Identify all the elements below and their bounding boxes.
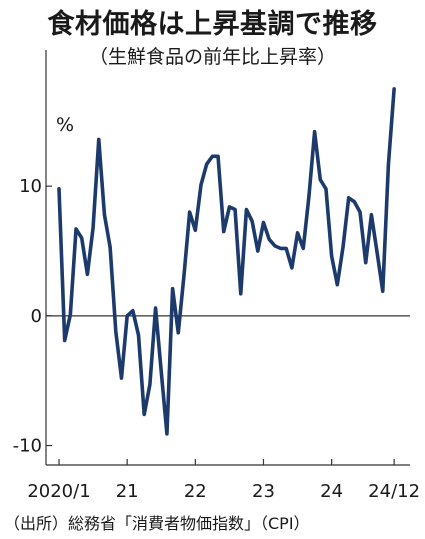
y-axis-tick-labels: 10 0 -10 (13, 176, 42, 456)
x-tick-label: 24/12 (368, 481, 420, 502)
x-tick-label: 22 (184, 481, 207, 502)
source-note: （出所）総務省「消費者物価指数」（CPI） (4, 514, 310, 533)
x-tick-label: 23 (252, 481, 275, 502)
x-tick-label: 21 (116, 481, 139, 502)
y-tick-label: 0 (31, 306, 42, 327)
series-line (57, 87, 396, 436)
series-group (57, 87, 396, 436)
axes (45, 50, 410, 466)
chart-title: 食材価格は上昇基調で推移 (47, 9, 378, 40)
y-tick-label: 10 (19, 176, 42, 197)
chart-subtitle: （生鮮食品の前年比上昇率） (88, 46, 336, 68)
y-unit-label: % (56, 114, 75, 136)
y-tick-label: -10 (13, 436, 42, 457)
x-axis-tick-labels: 2020/1 21 22 23 24 24/12 (27, 481, 420, 502)
x-tick-label: 24 (320, 481, 343, 502)
x-tick-label: 2020/1 (27, 481, 90, 502)
